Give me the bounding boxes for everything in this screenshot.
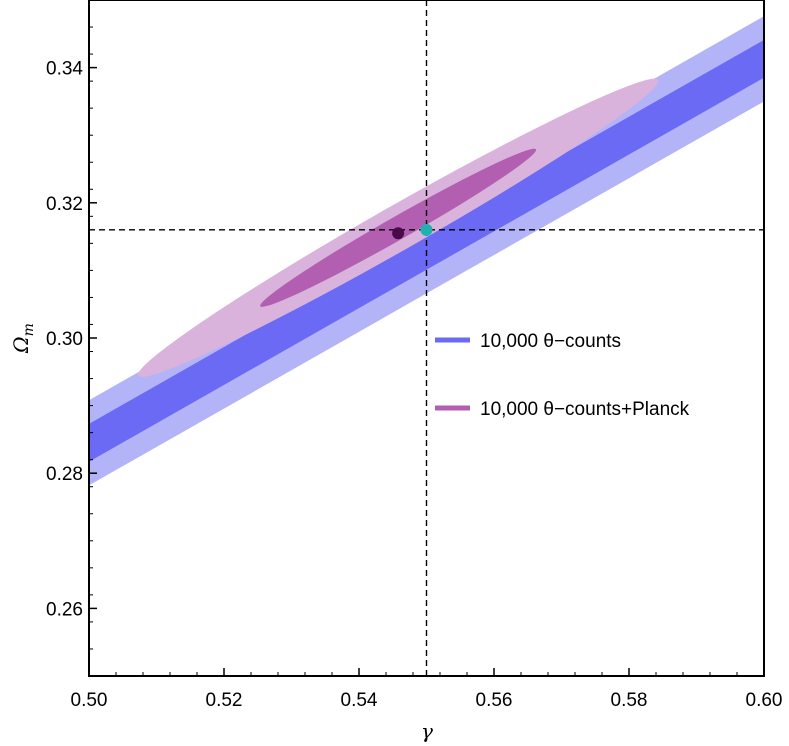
y-axis-label-symbol: Ω (9, 336, 33, 354)
legend-label-counts-planck: 10,000 θ−counts+Planck (480, 399, 690, 420)
x-axis: 0.50 0.52 0.54 0.56 0.58 0.60 (71, 668, 783, 711)
legend: 10,000 θ−counts 10,000 θ−counts+Planck (435, 331, 690, 420)
y-axis-label: Ωm (9, 323, 37, 354)
x-tick-label: 0.54 (341, 690, 378, 711)
x-tick-label: 0.56 (476, 690, 513, 711)
y-axis-label-subscript: m (21, 323, 37, 336)
x-tick-label: 0.60 (746, 690, 783, 711)
legend-label-counts: 10,000 θ−counts (480, 331, 621, 352)
x-tick-label: 0.58 (611, 690, 648, 711)
reference-lines (89, 0, 764, 676)
best-fit-point (392, 227, 405, 240)
fiducial-point (420, 223, 433, 236)
y-tick-label: 0.28 (46, 464, 83, 485)
y-tick-label: 0.26 (46, 599, 83, 620)
y-axis-label-main: Ωm (9, 323, 37, 354)
x-tick-label: 0.50 (71, 690, 108, 711)
x-axis-label: γ (421, 719, 433, 743)
x-tick-label: 0.52 (206, 690, 243, 711)
y-tick-label: 0.32 (46, 194, 83, 215)
y-axis: 0.26 0.28 0.30 0.32 0.34 (46, 0, 97, 677)
y-tick-label: 0.30 (46, 329, 83, 350)
y-tick-label: 0.34 (46, 59, 83, 80)
